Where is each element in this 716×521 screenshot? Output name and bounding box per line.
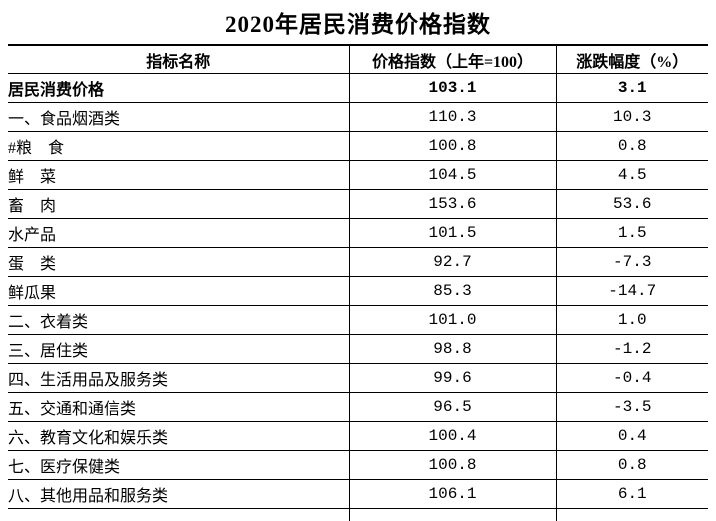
page-title: 2020年居民消费价格指数: [225, 12, 491, 37]
column-header-change-percent: 涨跌幅度（%）: [555, 45, 708, 74]
price-index-value: 100.8: [348, 131, 556, 161]
indicator-name: 居民消费价格: [8, 73, 349, 103]
table-row: 居民消费价格 103.1 3.1: [8, 73, 708, 103]
change-percent-value: 4.5: [555, 160, 708, 190]
indicator-name: 三、居住类: [8, 334, 349, 364]
table-row: 六、教育文化和娱乐类 100.4 0.4: [8, 421, 708, 451]
indicator-name: 二、衣着类: [8, 305, 349, 335]
indicator-name: 鲜瓜果: [8, 276, 349, 306]
price-index-value: 104.5: [348, 160, 556, 190]
table-header: 指标名称 价格指数（上年=100） 涨跌幅度（%）: [8, 45, 708, 74]
indicator-name: 八、其他用品和服务类: [8, 479, 349, 509]
price-index-value: 100.8: [348, 450, 556, 480]
price-index-value: 100.4: [348, 421, 556, 451]
indicator-name: 一、食品烟酒类: [8, 102, 349, 132]
price-index-value: 98.8: [348, 334, 556, 364]
table-row: 二、衣着类 101.0 1.0: [8, 305, 708, 335]
table-row: 水产品 101.5 1.5: [8, 218, 708, 248]
column-header-price-index: 价格指数（上年=100）: [348, 45, 556, 74]
price-index-value: 101.5: [348, 218, 556, 248]
price-index-value: 110.3: [348, 102, 556, 132]
table-body: 居民消费价格 103.1 3.1 一、食品烟酒类 110.3 10.3 #粮 食 100.8 0…: [8, 73, 708, 521]
price-index-value: 99.6: [348, 363, 556, 393]
table-row: 五、交通和通信类 96.5 -3.5: [8, 392, 708, 422]
indicator-name: 鲜 菜: [8, 160, 349, 190]
change-percent-value: 3.1: [555, 73, 708, 103]
change-percent-value: 1.0: [555, 305, 708, 335]
change-percent-value: 0.4: [555, 421, 708, 451]
price-index-value: 101.0: [348, 305, 556, 335]
table-row: 蛋 类 92.7 -7.3: [8, 247, 708, 277]
price-index-value: 92.7: [348, 247, 556, 277]
price-index-value: 85.3: [348, 276, 556, 306]
change-percent-value: 10.3: [555, 102, 708, 132]
change-percent-value: -1.2: [555, 334, 708, 364]
indicator-name: 蛋 类: [8, 247, 349, 277]
indicator-name: 五、交通和通信类: [8, 392, 349, 422]
indicator-name: 水产品: [8, 218, 349, 248]
table-row: 一、食品烟酒类 110.3 10.3: [8, 102, 708, 132]
table-row: 鲜瓜果 85.3 -14.7: [8, 276, 708, 306]
table-row: 畜 肉 153.6 53.6: [8, 189, 708, 219]
table-row: 八、其他用品和服务类 106.1 6.1: [8, 479, 708, 509]
cut-off-cell: [555, 508, 708, 521]
cpi-table: 指标名称 价格指数（上年=100） 涨跌幅度（%） 居民消费价格 103.1 3.1…: [8, 44, 708, 521]
indicator-name: 六、教育文化和娱乐类: [8, 421, 349, 451]
price-index-value: 153.6: [348, 189, 556, 219]
cut-off-row: [8, 508, 708, 521]
change-percent-value: 53.6: [555, 189, 708, 219]
header-row: 指标名称 价格指数（上年=100） 涨跌幅度（%）: [8, 45, 708, 74]
change-percent-value: 0.8: [555, 450, 708, 480]
change-percent-value: 1.5: [555, 218, 708, 248]
change-percent-value: 0.8: [555, 131, 708, 161]
table-row: 三、居住类 98.8 -1.2: [8, 334, 708, 364]
table-row: 鲜 菜 104.5 4.5: [8, 160, 708, 190]
price-index-value: 103.1: [348, 73, 556, 103]
column-header-indicator-name: 指标名称: [8, 45, 349, 74]
change-percent-value: 6.1: [555, 479, 708, 509]
cut-off-cell: [8, 509, 349, 521]
table-row: 四、生活用品及服务类 99.6 -0.4: [8, 363, 708, 393]
change-percent-value: -7.3: [555, 247, 708, 277]
table-row: #粮 食 100.8 0.8: [8, 131, 708, 161]
indicator-name: 七、医疗保健类: [8, 450, 349, 480]
indicator-name: #粮 食: [8, 131, 349, 161]
indicator-name: 四、生活用品及服务类: [8, 363, 349, 393]
change-percent-value: -3.5: [555, 392, 708, 422]
price-index-value: 106.1: [348, 479, 556, 509]
cut-off-cell: [348, 508, 556, 521]
table-row: 七、医疗保健类 100.8 0.8: [8, 450, 708, 480]
indicator-name: 畜 肉: [8, 189, 349, 219]
price-index-value: 96.5: [348, 392, 556, 422]
change-percent-value: -14.7: [555, 276, 708, 306]
change-percent-value: -0.4: [555, 363, 708, 393]
